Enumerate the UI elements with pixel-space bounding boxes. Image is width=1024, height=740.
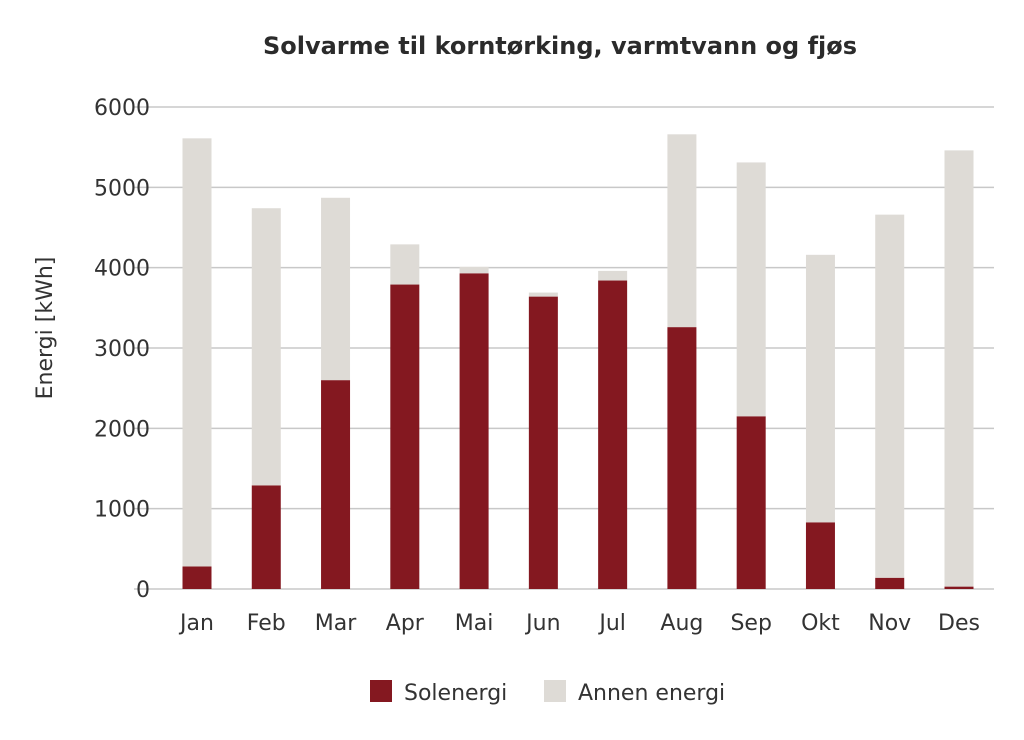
bar-solenergi xyxy=(667,327,697,589)
bar-annen-energi xyxy=(805,254,835,523)
bar-annen-energi xyxy=(667,134,697,328)
y-tick-label: 2000 xyxy=(94,417,150,442)
x-tick-label: Jan xyxy=(178,611,214,636)
y-axis-ticks: 0 1000 2000 3000 4000 5000 6000 xyxy=(94,96,150,603)
x-tick-label: Nov xyxy=(868,611,911,636)
x-tick-label: Jun xyxy=(524,611,560,636)
bar-solenergi xyxy=(598,280,628,589)
bar-annen-energi xyxy=(321,197,351,381)
legend-label: Solenergi xyxy=(404,681,507,706)
x-tick-label: Okt xyxy=(801,611,840,636)
bar-solenergi xyxy=(528,296,558,589)
x-tick-label: Des xyxy=(938,611,980,636)
legend-swatch xyxy=(370,680,392,702)
x-axis-ticks: Jan Feb Mar Apr Mai Jun Jul Aug Sep Okt Nov Des xyxy=(178,611,980,636)
bar-annen-energi xyxy=(875,214,905,578)
y-tick-label: 5000 xyxy=(94,176,150,201)
chart-title: Solvarme til korntørking, varmtvann og f… xyxy=(263,32,857,60)
bar-annen-energi xyxy=(459,266,489,274)
bar-solenergi xyxy=(251,485,281,589)
x-tick-label: Sep xyxy=(730,611,771,636)
bar-solenergi xyxy=(390,284,420,589)
bar-solenergi xyxy=(459,273,489,589)
bar-solenergi xyxy=(805,522,835,589)
x-tick-label: Aug xyxy=(660,611,703,636)
x-tick-label: Apr xyxy=(386,611,425,636)
y-tick-label: 3000 xyxy=(94,337,150,362)
bar-annen-energi xyxy=(251,208,281,486)
bar-solenergi xyxy=(321,380,351,589)
y-tick-label: 4000 xyxy=(94,257,150,282)
x-tick-label: Jul xyxy=(597,611,626,636)
bar-solenergi xyxy=(875,577,905,589)
bar-annen-energi xyxy=(182,138,212,567)
bars xyxy=(182,134,974,589)
x-tick-label: Mai xyxy=(455,611,494,636)
bar-solenergi xyxy=(736,416,766,589)
legend-swatch xyxy=(544,680,566,702)
x-tick-label: Feb xyxy=(247,611,286,636)
legend: Solenergi Annen energi xyxy=(370,680,725,706)
bar-solenergi xyxy=(944,586,974,589)
bar-solenergi xyxy=(182,566,212,589)
bar-annen-energi xyxy=(528,292,558,297)
bar-annen-energi xyxy=(736,162,766,417)
y-tick-label: 6000 xyxy=(94,96,150,121)
bar-annen-energi xyxy=(390,244,420,285)
y-tick-label: 1000 xyxy=(94,498,150,523)
y-axis-label: Energi [kWh] xyxy=(33,257,58,400)
bar-annen-energi xyxy=(598,270,628,281)
legend-label: Annen energi xyxy=(578,681,725,706)
bar-annen-energi xyxy=(944,150,974,587)
x-tick-label: Mar xyxy=(315,611,357,636)
y-tick-label: 0 xyxy=(136,578,150,603)
